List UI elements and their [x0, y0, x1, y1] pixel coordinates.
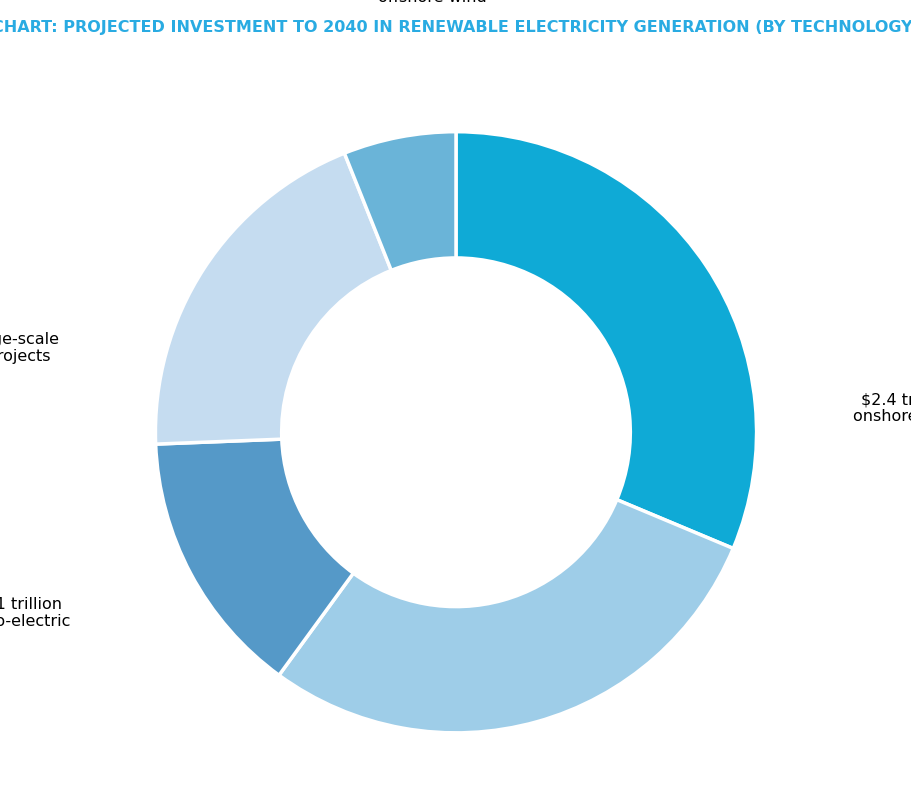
- Text: $1.1 trillion
hydro-electric: $1.1 trillion hydro-electric: [0, 596, 71, 629]
- Text: CHART: PROJECTED INVESTMENT TO 2040 IN RENEWABLE ELECTRICITY GENERATION (BY TECH: CHART: PROJECTED INVESTMENT TO 2040 IN R…: [0, 20, 911, 36]
- Wedge shape: [344, 132, 456, 271]
- Text: $1.5 trillion large-scale
photovoltaic projects: $1.5 trillion large-scale photovoltaic p…: [0, 332, 59, 364]
- Text: $2.4 trillion
onshore wind: $2.4 trillion onshore wind: [852, 392, 911, 424]
- Text: $464 billion
offshore wind: $464 billion offshore wind: [377, 0, 486, 6]
- Wedge shape: [279, 499, 732, 733]
- Wedge shape: [156, 439, 353, 675]
- Wedge shape: [155, 154, 391, 444]
- Wedge shape: [456, 132, 756, 549]
